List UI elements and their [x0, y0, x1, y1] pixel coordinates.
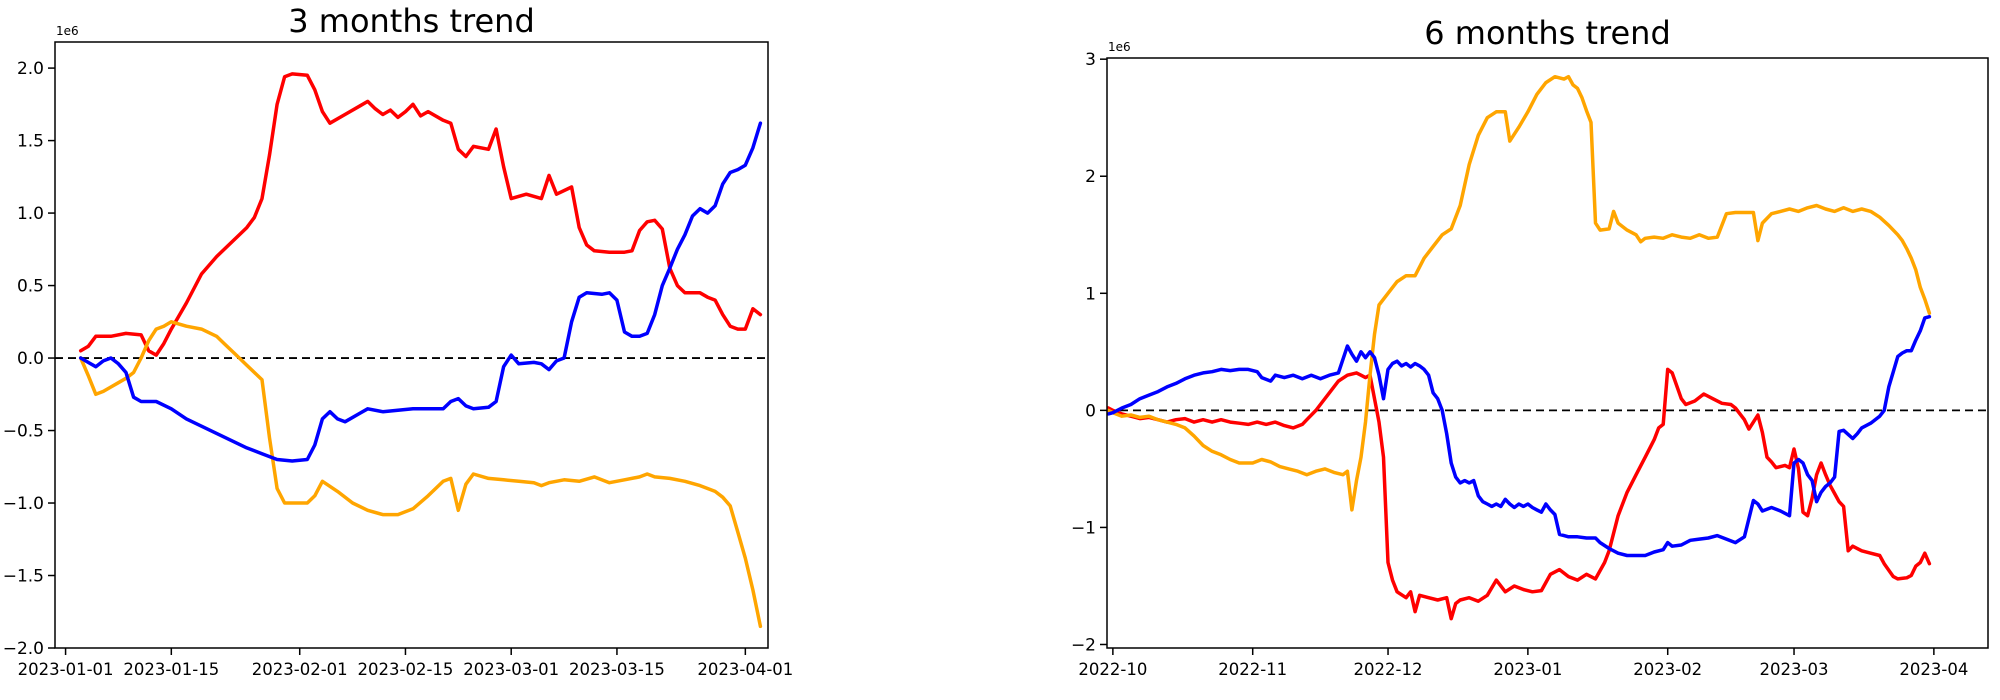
series-line-blue	[1106, 314, 1932, 558]
y-axis-offset-label: 1e6	[1108, 40, 1131, 54]
y-tick-label: 2	[1085, 167, 1096, 187]
y-tick-label: 0.0	[17, 349, 44, 369]
y-tick-label: −1.0	[3, 494, 44, 514]
x-tick-label: 2023-02	[1633, 660, 1702, 679]
x-tick-label: 2022-11	[1218, 660, 1287, 679]
y-tick-label: 1	[1085, 284, 1096, 304]
y-tick-label: 1.5	[17, 132, 44, 152]
y-tick-label: 2.0	[17, 59, 44, 79]
series-line-orange	[1106, 74, 1932, 512]
x-tick-label: 2023-03	[1760, 660, 1829, 679]
x-tick-label: 2023-03-01	[463, 660, 559, 679]
line-chart-6-months: 2022-10 2022-11 2022-12 2023-01 2023-02 2023-…	[1071, 40, 1989, 679]
y-tick-label: 0	[1085, 401, 1096, 421]
x-tick-label: 2023-01-15	[123, 660, 219, 679]
y-tick-label: 1.0	[17, 204, 44, 224]
x-tick-label: 2023-04-01	[697, 660, 793, 679]
chart-title-3-months: 3 months trend	[288, 2, 535, 40]
line-chart-3-months: 2023-01-01 2023-01-15 2023-02-01 2023-02-15…	[3, 24, 794, 679]
y-tick-label: −0.5	[3, 422, 44, 442]
y-tick-label: −2	[1071, 635, 1096, 655]
x-tick-label: 2023-01	[1493, 660, 1562, 679]
series-line-red	[1106, 367, 1932, 621]
y-tick-label: −2.0	[3, 639, 44, 659]
chart-title-6-months: 6 months trend	[1424, 14, 1671, 52]
x-tick-label: 2023-02-01	[252, 660, 348, 679]
chart-3-months-trend: 3 months trend 2023-01-01 2023-01-15 2023-…	[2, 2, 794, 679]
x-tick-label: 2023-04	[1899, 660, 1968, 679]
axes-spines	[54, 41, 769, 649]
chart-6-months-trend: 6 months trend 2022-10 2022-11 2022-12 2023…	[1000, 0, 2000, 700]
x-tick-label: 2023-01-01	[18, 660, 114, 679]
x-tick-label: 2022-10	[1078, 660, 1147, 679]
series-line-orange	[78, 320, 763, 629]
series-line-blue	[78, 121, 763, 463]
y-tick-label: 0.5	[17, 277, 44, 297]
y-tick-label: −1	[1071, 518, 1096, 538]
axes-spines	[1106, 57, 1989, 649]
y-axis-offset-label: 1e6	[56, 24, 79, 38]
y-tick-label: 3	[1085, 50, 1096, 70]
x-tick-label: 2023-03-15	[569, 660, 665, 679]
y-tick-label: −1.5	[3, 567, 44, 587]
x-tick-label: 2022-12	[1354, 660, 1423, 679]
x-tick-label: 2023-02-15	[358, 660, 454, 679]
series-line-red	[78, 72, 763, 357]
